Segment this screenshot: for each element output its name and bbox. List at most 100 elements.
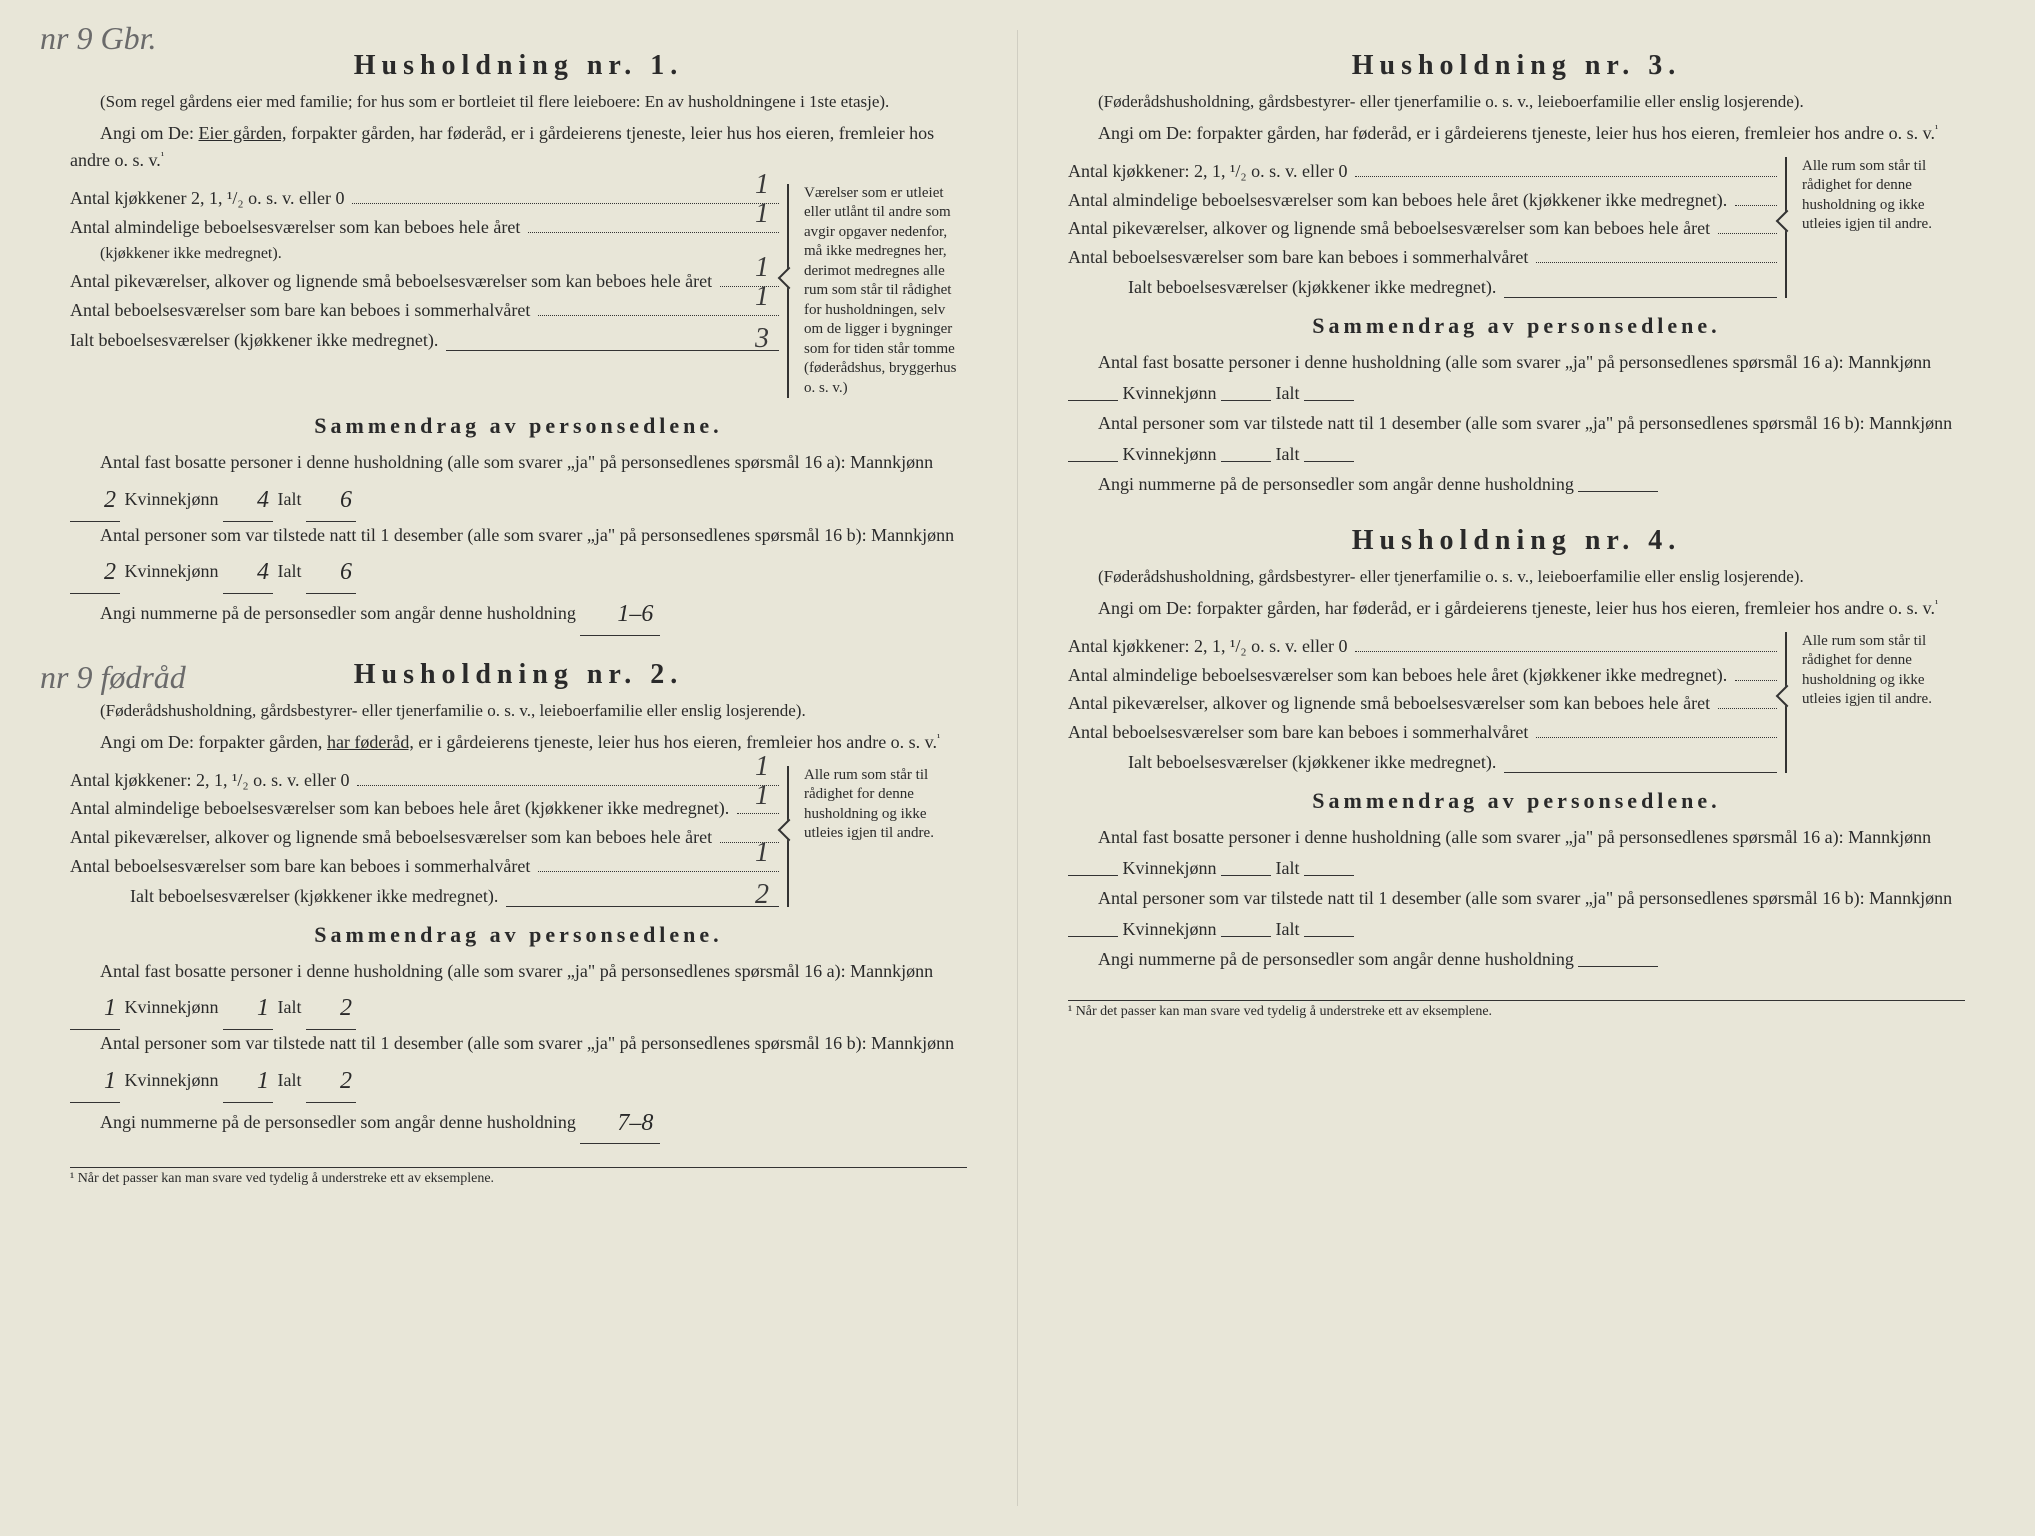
sup3: ¹: [1935, 123, 1938, 135]
f5: Ialt beboelsesværelser (kjøkkener ikke m…: [70, 330, 787, 351]
f25l: Ialt beboelsesværelser (kjøkkener ikke m…: [70, 886, 498, 907]
a2p: Angi om De: forpakter gården,: [100, 732, 327, 752]
s2m: 2: [70, 552, 120, 594]
f45l: Ialt beboelsesværelser (kjøkkener ikke m…: [1068, 752, 1496, 773]
s-title2: Sammendrag av personsedlene.: [70, 922, 967, 948]
s23v: 7–8: [580, 1103, 660, 1145]
s-title4: Sammendrag av personsedlene.: [1068, 788, 1965, 814]
s42k: [1221, 936, 1271, 937]
s42m: [1068, 936, 1118, 937]
kl5: Kvinnekjønn: [1123, 383, 1217, 403]
il4: Ialt: [278, 1070, 302, 1090]
hh4-angi: Angi om De: forpakter gården, har føderå…: [1068, 595, 1965, 622]
f41: Antal kjøkkener: 2, 1, ¹/₂ o. s. v. elle…: [1068, 632, 1785, 661]
hh4-subtitle: (Føderådshusholdning, gårdsbestyrer- ell…: [1068, 565, 1965, 589]
s33: Angi nummerne på de personsedler som ang…: [1068, 469, 1965, 500]
f44l: Antal beboelsesværelser som bare kan beb…: [1068, 718, 1528, 747]
il7: Ialt: [1276, 858, 1300, 878]
f32l: Antal almindelige beboelsesværelser som …: [1068, 186, 1727, 215]
hh1-subtitle: (Som regel gårdens eier med familie; for…: [70, 90, 967, 114]
household-2: Husholdning nr. 2. (Føderådshusholdning,…: [70, 659, 967, 1143]
s21t: Antal fast bosatte personer i denne hush…: [100, 961, 933, 981]
f31l: Antal kjøkkener: 2, 1, ¹/₂ o. s. v. elle…: [1068, 157, 1347, 186]
f24: Antal beboelsesværelser som bare kan beb…: [70, 852, 787, 881]
s21: Antal fast bosatte personer i denne hush…: [70, 956, 967, 1028]
f35: Ialt beboelsesværelser (kjøkkener ikke m…: [1068, 277, 1785, 298]
s32: Antal personer som var tilstede natt til…: [1068, 408, 1965, 469]
f25: Ialt beboelsesværelser (kjøkkener ikke m…: [70, 886, 787, 907]
f3-label: Antal pikeværelser, alkover og lignende …: [70, 267, 712, 296]
hh2-subtitle: (Føderådshusholdning, gårdsbestyrer- ell…: [70, 699, 967, 723]
kl8: Kvinnekjønn: [1123, 919, 1217, 939]
hh4-title: Husholdning nr. 4.: [1068, 525, 1965, 557]
f33: Antal pikeværelser, alkover og lignende …: [1068, 214, 1785, 243]
household-1: Husholdning nr. 1. (Som regel gårdens ei…: [70, 50, 967, 634]
s-title1: Sammendrag av personsedlene.: [70, 413, 967, 439]
f25v: 2: [755, 879, 769, 911]
s3v: 1–6: [580, 594, 660, 636]
f1: Antal kjøkkener 2, 1, ¹/₂ o. s. v. eller…: [70, 184, 787, 213]
f2: Antal almindelige beboelsesværelser som …: [70, 213, 787, 242]
f43: Antal pikeværelser, alkover og lignende …: [1068, 689, 1785, 718]
f43l: Antal pikeværelser, alkover og lignende …: [1068, 689, 1710, 718]
right-page: Husholdning nr. 3. (Føderådshusholdning,…: [1018, 30, 2015, 1506]
a4p: Angi om De: forpakter gården, har føderå…: [1098, 598, 1935, 618]
s22: Antal personer som var tilstede natt til…: [70, 1028, 967, 1100]
f22v: 1: [755, 774, 769, 819]
s31m: [1068, 400, 1118, 401]
s41t: Antal fast bosatte personer i denne hush…: [1098, 827, 1931, 847]
s1m: 2: [70, 480, 120, 522]
s41m: [1068, 875, 1118, 876]
s1i: 6: [306, 480, 356, 522]
sup4: ¹: [1935, 598, 1938, 610]
hh2-angi: Angi om De: forpakter gården, har føderå…: [70, 729, 967, 756]
f32: Antal almindelige beboelsesværelser som …: [1068, 186, 1785, 215]
s23t: Angi nummerne på de personsedler som ang…: [100, 1112, 576, 1132]
s31: Antal fast bosatte personer i denne hush…: [1068, 347, 1965, 408]
f24v: 1: [755, 831, 769, 876]
s1t: Antal fast bosatte personer i denne hush…: [100, 452, 933, 472]
note1: Værelser som er utleiet eller utlånt til…: [787, 184, 967, 399]
a3p: Angi om De: forpakter gården, har føderå…: [1098, 123, 1935, 143]
f31: Antal kjøkkener: 2, 1, ¹/₂ o. s. v. elle…: [1068, 157, 1785, 186]
hh2-title: Husholdning nr. 2.: [70, 659, 967, 691]
s43: Angi nummerne på de personsedler som ang…: [1068, 944, 1965, 975]
f4-label: Antal beboelsesværelser som bare kan beb…: [70, 296, 530, 325]
f41l: Antal kjøkkener: 2, 1, ¹/₂ o. s. v. elle…: [1068, 632, 1347, 661]
note3: Alle rum som står til rådighet for denne…: [1785, 157, 1965, 298]
f5-label: Ialt beboelsesværelser (kjøkkener ikke m…: [70, 330, 438, 351]
s41k: [1221, 875, 1271, 876]
s23: Angi nummerne på de personsedler som ang…: [70, 1101, 967, 1143]
s31k: [1221, 400, 1271, 401]
f2sub: (kjøkkener ikke medregnet).: [70, 241, 787, 267]
f21: Antal kjøkkener: 2, 1, ¹/₂ o. s. v. elle…: [70, 766, 787, 795]
hh1-title: Husholdning nr. 1.: [70, 50, 967, 82]
s1k: 4: [223, 480, 273, 522]
f44: Antal beboelsesværelser som bare kan beb…: [1068, 718, 1785, 747]
kl6: Kvinnekjønn: [1123, 444, 1217, 464]
f24l: Antal beboelsesværelser som bare kan beb…: [70, 852, 530, 881]
kl3: Kvinnekjønn: [125, 997, 219, 1017]
footnote-right: ¹ Når det passer kan man svare ved tydel…: [1068, 1000, 1965, 1020]
s31t: Antal fast bosatte personer i denne hush…: [1098, 352, 1931, 372]
f33l: Antal pikeværelser, alkover og lignende …: [1068, 214, 1710, 243]
left-page: nr 9 Gbr. Husholdning nr. 1. (Som regel …: [20, 30, 1018, 1506]
note2: Alle rum som står til rådighet for denne…: [787, 766, 967, 907]
f5-val: 3: [755, 323, 769, 355]
s3t: Angi nummerne på de personsedler som ang…: [100, 603, 576, 623]
s2t: Antal personer som var tilstede natt til…: [100, 525, 954, 545]
s32i: [1304, 461, 1354, 462]
il2: Ialt: [278, 561, 302, 581]
f21l: Antal kjøkkener: 2, 1, ¹/₂ o. s. v. elle…: [70, 766, 349, 795]
s33t: Angi nummerne på de personsedler som ang…: [1098, 474, 1574, 494]
s1: Antal fast bosatte personer i denne hush…: [70, 447, 967, 519]
kl7: Kvinnekjønn: [1123, 858, 1217, 878]
s22m: 1: [70, 1061, 120, 1103]
s32k: [1221, 461, 1271, 462]
hh3-angi: Angi om De: forpakter gården, har føderå…: [1068, 120, 1965, 147]
s33v: [1578, 491, 1658, 492]
f45: Ialt beboelsesværelser (kjøkkener ikke m…: [1068, 752, 1785, 773]
s43v: [1578, 966, 1658, 967]
il: Ialt: [278, 489, 302, 509]
household-4: Husholdning nr. 4. (Føderådshusholdning,…: [1068, 525, 1965, 975]
